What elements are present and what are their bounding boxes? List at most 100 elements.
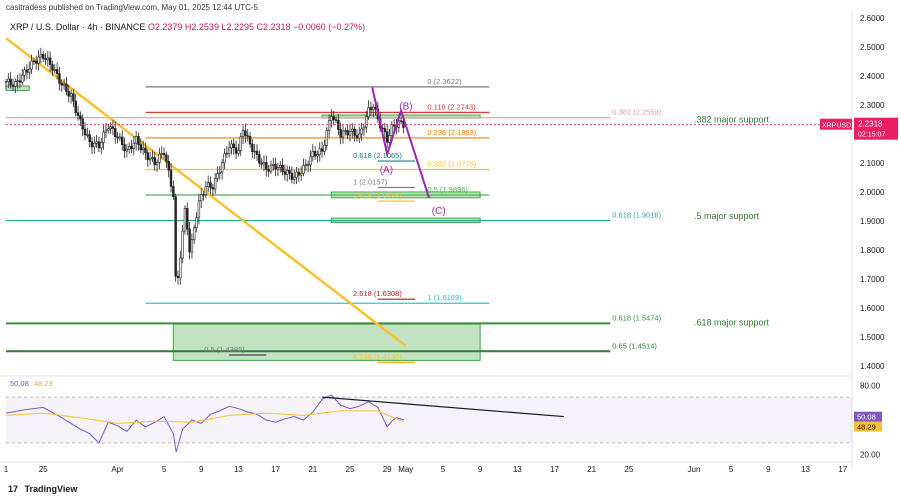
candle-body-28 bbox=[69, 93, 73, 97]
support-zone-4 bbox=[5, 85, 30, 91]
candle-body-82 bbox=[195, 217, 198, 229]
y-tick-label-8: 1.8000 bbox=[860, 246, 885, 255]
brand-label: TradingView bbox=[24, 484, 78, 494]
candle-body-169 bbox=[397, 120, 400, 128]
candle-body-126 bbox=[297, 171, 301, 176]
wave-label-1: (A) bbox=[380, 165, 393, 176]
ticker-tag-label: XRPUSD bbox=[822, 123, 851, 130]
candle-body-9 bbox=[25, 69, 29, 73]
y-tick-label-7: 1.9000 bbox=[860, 217, 885, 226]
candle-body-6 bbox=[18, 80, 22, 83]
fib-level-label-6: 1 (1.6169) bbox=[427, 293, 462, 302]
y-tick-label-1: 2.5000 bbox=[860, 43, 885, 52]
fib-level-label-10: 0.618 (2.1065) bbox=[353, 151, 402, 160]
rsi-trendline bbox=[322, 396, 564, 418]
candle-body-124 bbox=[292, 176, 296, 180]
candle-body-150 bbox=[353, 128, 356, 136]
candle-body-99 bbox=[234, 147, 238, 154]
rsi-tick-20: 20.00 bbox=[860, 450, 881, 459]
candle-body-80 bbox=[190, 239, 194, 253]
y-tick-label-10: 1.6000 bbox=[860, 304, 885, 313]
candle-body-106 bbox=[251, 143, 254, 153]
x-tick-label-9: 29 bbox=[383, 465, 392, 474]
candle-body-103 bbox=[244, 130, 247, 136]
candle-body-20 bbox=[51, 64, 54, 71]
candle-body-24 bbox=[60, 83, 63, 86]
candle-body-56 bbox=[134, 135, 138, 144]
candle-body-98 bbox=[232, 143, 235, 148]
candle-body-85 bbox=[202, 194, 205, 196]
x-tick-label-16: 25 bbox=[624, 465, 633, 474]
candle-body-155 bbox=[365, 116, 368, 128]
support-annotation-2: .618 major support bbox=[694, 318, 770, 328]
tradingview-footer[interactable]: 17 TradingView bbox=[8, 484, 77, 494]
rsi-band bbox=[6, 397, 852, 443]
fib-level-label-4: 0.5 (1.9896) bbox=[427, 185, 468, 194]
candle-body-23 bbox=[58, 73, 61, 84]
candle-body-31 bbox=[76, 112, 80, 116]
candle-body-40 bbox=[97, 141, 101, 149]
rsi-tag-bg bbox=[854, 411, 882, 422]
candle-body-54 bbox=[130, 146, 133, 150]
symbol-name[interactable]: XRP / U.S. Dollar · 4h · BINANCE bbox=[10, 22, 146, 32]
candle-body-12 bbox=[32, 60, 36, 63]
support-zone-0 bbox=[330, 191, 481, 199]
candle-body-167 bbox=[392, 124, 396, 127]
fib-level-label-5: 0.618 (1.9016) bbox=[612, 211, 661, 220]
fib-level-label-1: 0.118 (2.2743) bbox=[427, 102, 476, 111]
x-tick-label-13: 13 bbox=[513, 465, 522, 474]
candle-body-53 bbox=[127, 146, 131, 150]
symbol-title: XRP / U.S. Dollar · 4h · BINANCE O2.2379… bbox=[10, 22, 365, 32]
candle-body-78 bbox=[186, 207, 189, 230]
candle-body-16 bbox=[41, 53, 45, 59]
x-tick-label-1: 25 bbox=[39, 465, 48, 474]
candle-body-168 bbox=[395, 125, 398, 128]
candle-body-79 bbox=[188, 228, 191, 253]
candle-body-117 bbox=[276, 167, 280, 170]
candle-body-69 bbox=[165, 154, 168, 162]
candle-body-44 bbox=[107, 128, 110, 131]
candle-body-11 bbox=[30, 60, 33, 70]
candle-body-141 bbox=[332, 116, 335, 120]
candle-body-62 bbox=[148, 158, 152, 161]
candle-body-111 bbox=[262, 162, 266, 165]
candle-body-144 bbox=[339, 129, 342, 138]
candle-body-76 bbox=[181, 230, 184, 259]
candle-body-166 bbox=[390, 124, 394, 136]
x-tick-label-19: 9 bbox=[766, 465, 771, 474]
candle-body-116 bbox=[274, 164, 277, 170]
candle-body-110 bbox=[260, 162, 263, 165]
candle-body-7 bbox=[21, 74, 24, 83]
rsi-value-label: 50.08 bbox=[10, 379, 29, 388]
candle-body-0 bbox=[4, 81, 8, 83]
candle-body-140 bbox=[330, 116, 333, 121]
candle-body-120 bbox=[283, 171, 287, 175]
candle-body-18 bbox=[46, 57, 50, 61]
candle-body-64 bbox=[153, 157, 156, 166]
rsi-ma-line bbox=[5, 410, 405, 424]
candle-body-41 bbox=[100, 142, 103, 149]
candle-body-133 bbox=[313, 151, 317, 157]
x-tick-label-14: 17 bbox=[550, 465, 559, 474]
candle-body-163 bbox=[383, 128, 387, 133]
descending-trendline bbox=[5, 37, 407, 347]
candle-body-135 bbox=[318, 148, 321, 155]
y-tick-label-3: 2.3000 bbox=[860, 101, 885, 110]
candle-body-71 bbox=[169, 169, 173, 187]
candle-body-51 bbox=[123, 144, 126, 152]
price-tag-bg bbox=[854, 117, 898, 140]
candle-body-68 bbox=[162, 153, 166, 156]
y-tick-label-12: 1.4000 bbox=[860, 362, 885, 371]
candle-body-49 bbox=[118, 136, 122, 139]
candle-body-158 bbox=[372, 106, 375, 111]
fib-level-label-0: 0 (2.3622) bbox=[427, 77, 462, 86]
rsi-ma-label: 48.29 bbox=[34, 379, 53, 388]
ticker-tag-bg bbox=[820, 118, 852, 130]
x-tick-label-7: 21 bbox=[308, 465, 317, 474]
wave-label-2: (C) bbox=[432, 206, 446, 217]
fib-level-label-2: 0.236 (2.1863) bbox=[427, 128, 476, 137]
x-tick-label-5: 13 bbox=[234, 465, 243, 474]
candle-body-125 bbox=[295, 171, 298, 178]
candle-body-77 bbox=[183, 207, 187, 232]
fib-level-label-9: 0.65 (1.4514) bbox=[612, 341, 657, 350]
